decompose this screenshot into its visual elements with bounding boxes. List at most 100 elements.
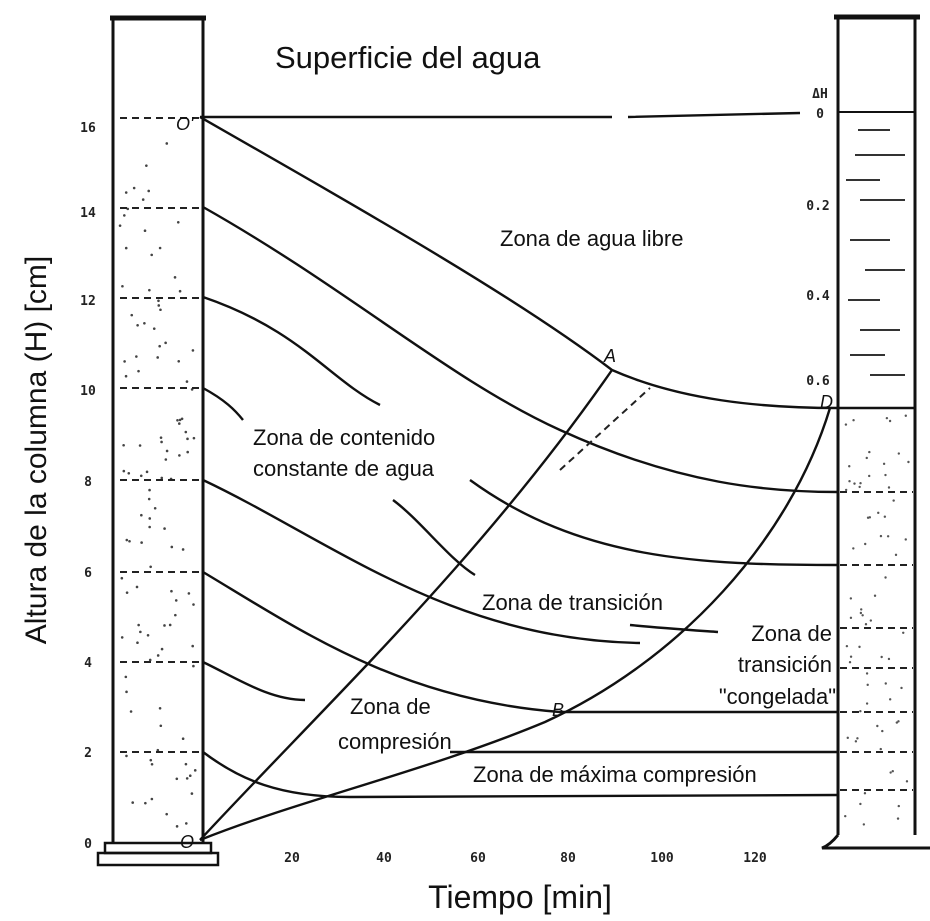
dot xyxy=(877,511,880,515)
dot xyxy=(192,664,195,668)
dot xyxy=(118,224,122,227)
zone-label: Zona de xyxy=(350,694,431,719)
dot xyxy=(846,736,849,740)
y-tick-label: 12 xyxy=(80,294,96,309)
dot xyxy=(132,186,136,190)
dot xyxy=(149,758,153,762)
dot xyxy=(900,686,903,690)
dot xyxy=(907,460,910,464)
dot xyxy=(160,476,164,480)
dot xyxy=(883,515,887,518)
right-axis-label: ΔH xyxy=(812,87,828,102)
dot xyxy=(165,449,169,453)
dot xyxy=(184,822,188,825)
dot xyxy=(884,682,887,685)
dot xyxy=(185,777,189,780)
dot xyxy=(136,641,139,644)
dot xyxy=(174,599,178,602)
zone-label: Zona de máxima compresión xyxy=(473,762,757,787)
dot xyxy=(848,465,851,468)
dot xyxy=(147,497,151,501)
dot xyxy=(192,603,195,606)
dot xyxy=(876,724,879,728)
dot xyxy=(882,462,886,466)
dot xyxy=(176,220,180,224)
dot xyxy=(866,683,869,687)
dot xyxy=(849,616,853,620)
dot xyxy=(168,623,172,627)
dot xyxy=(135,355,138,358)
dot xyxy=(129,710,133,713)
dot xyxy=(170,545,174,549)
dot xyxy=(124,374,128,378)
dot xyxy=(145,164,148,167)
y-axis-label: Altura de la columna (H) [cm] xyxy=(20,256,53,644)
dot xyxy=(865,456,868,460)
dot xyxy=(884,576,887,579)
y-tick-label: 16 xyxy=(80,121,96,136)
point-label: B xyxy=(552,700,564,720)
dot xyxy=(191,349,195,352)
dot xyxy=(157,304,161,307)
dot xyxy=(123,360,126,363)
dot xyxy=(886,535,890,538)
dot xyxy=(163,527,166,530)
dot xyxy=(177,422,181,425)
dot xyxy=(159,436,163,439)
x-tick-label: 120 xyxy=(743,851,767,866)
point-label: O' xyxy=(176,114,194,134)
sediment-dots xyxy=(118,142,910,828)
dot xyxy=(156,356,159,359)
dot xyxy=(191,644,194,648)
dot xyxy=(873,594,877,597)
dot xyxy=(186,450,189,454)
dot xyxy=(863,792,867,795)
dot xyxy=(178,289,182,293)
dot xyxy=(143,229,147,232)
dot xyxy=(897,452,901,455)
zone-label: "congelada" xyxy=(719,684,836,709)
dot xyxy=(181,737,185,741)
dot xyxy=(868,450,871,454)
dot xyxy=(152,327,156,330)
right-tick-label: 0.6 xyxy=(806,374,830,389)
title: Superficie del agua xyxy=(275,40,541,75)
y-tick-label: 0 xyxy=(84,837,92,852)
dot xyxy=(852,547,855,550)
dot xyxy=(188,774,192,778)
dot xyxy=(887,657,891,661)
dot xyxy=(122,469,126,473)
dot xyxy=(859,710,862,713)
dot xyxy=(897,720,900,723)
dot xyxy=(845,644,849,648)
right-tick-label: 0 xyxy=(816,107,824,122)
dot xyxy=(141,198,145,201)
dot xyxy=(881,729,884,733)
dot xyxy=(156,748,160,752)
dot xyxy=(137,623,140,627)
y-tick-label: 8 xyxy=(84,475,92,490)
dot xyxy=(896,817,900,820)
dot xyxy=(148,525,151,529)
dot xyxy=(160,647,164,651)
dot xyxy=(849,597,853,600)
x-axis-label: Tiempo [min] xyxy=(428,879,612,915)
dot xyxy=(147,189,151,193)
dot xyxy=(160,440,163,444)
dot xyxy=(180,417,184,421)
dot xyxy=(149,565,152,569)
y-tick-label: 4 xyxy=(84,656,92,671)
dot xyxy=(164,458,168,461)
dot xyxy=(866,516,870,519)
dot xyxy=(125,591,129,594)
zone-label: Zona de xyxy=(751,621,832,646)
zone-label: Zona de contenido xyxy=(253,425,435,450)
dot xyxy=(124,191,128,194)
dot xyxy=(859,802,862,806)
dot xyxy=(137,369,140,373)
dot xyxy=(885,416,889,420)
dot xyxy=(124,675,128,679)
dot xyxy=(902,631,905,635)
zone-label: compresión xyxy=(338,729,452,754)
